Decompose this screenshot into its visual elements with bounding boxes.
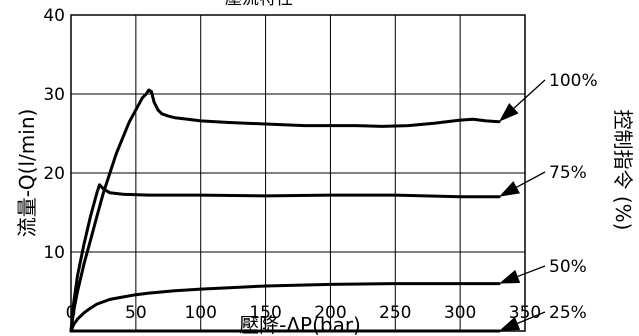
series-lines xyxy=(69,79,546,333)
series-pointer-line xyxy=(513,79,546,109)
series-pointer-line xyxy=(517,265,546,278)
series-label: 100% xyxy=(549,71,598,91)
y-tick-labels: 10 20 30 40 xyxy=(43,6,65,263)
x-tick-label: 300 xyxy=(444,303,476,323)
x-tick-label: 150 xyxy=(249,303,281,323)
series-pointer-line xyxy=(517,311,546,324)
x-tick-label: 250 xyxy=(379,303,411,323)
series-pointer-arrowhead xyxy=(499,316,521,331)
series-labels: 100% 75% 50% 25% xyxy=(549,71,598,323)
series-label: 50% xyxy=(549,257,587,277)
y-tick-label: 40 xyxy=(43,6,65,26)
grid xyxy=(71,15,525,331)
x-tick-label: 200 xyxy=(314,303,346,323)
x-tick-label: 350 xyxy=(509,303,541,323)
series-pointer-line xyxy=(516,171,546,188)
series-line xyxy=(69,88,501,333)
y-axis-label: 流量-Q(l/min) xyxy=(15,109,39,238)
series-pointer-arrowhead xyxy=(499,181,520,197)
y-tick-label: 20 xyxy=(43,164,65,184)
x-tick-label: 100 xyxy=(184,303,216,323)
series-line xyxy=(69,183,501,333)
x-tick-label: 0 xyxy=(66,303,77,323)
right-axis-label: 控制指令 (%) xyxy=(611,110,635,231)
x-tick-label: 50 xyxy=(125,303,147,323)
series-label: 25% xyxy=(549,303,587,323)
x-axis-label: 壓降-ΔP(bar) xyxy=(239,313,361,336)
x-tick-labels: 0 50 100 150 200 250 300 350 xyxy=(66,303,542,323)
series-pointer-arrowhead xyxy=(499,269,521,284)
top-title: 壓流特性 xyxy=(225,0,293,9)
series-pointer-arrowhead xyxy=(499,103,519,122)
series-line xyxy=(69,282,501,333)
y-tick-label: 10 xyxy=(43,243,65,263)
series-label: 75% xyxy=(549,163,587,183)
y-tick-label: 30 xyxy=(43,85,65,105)
